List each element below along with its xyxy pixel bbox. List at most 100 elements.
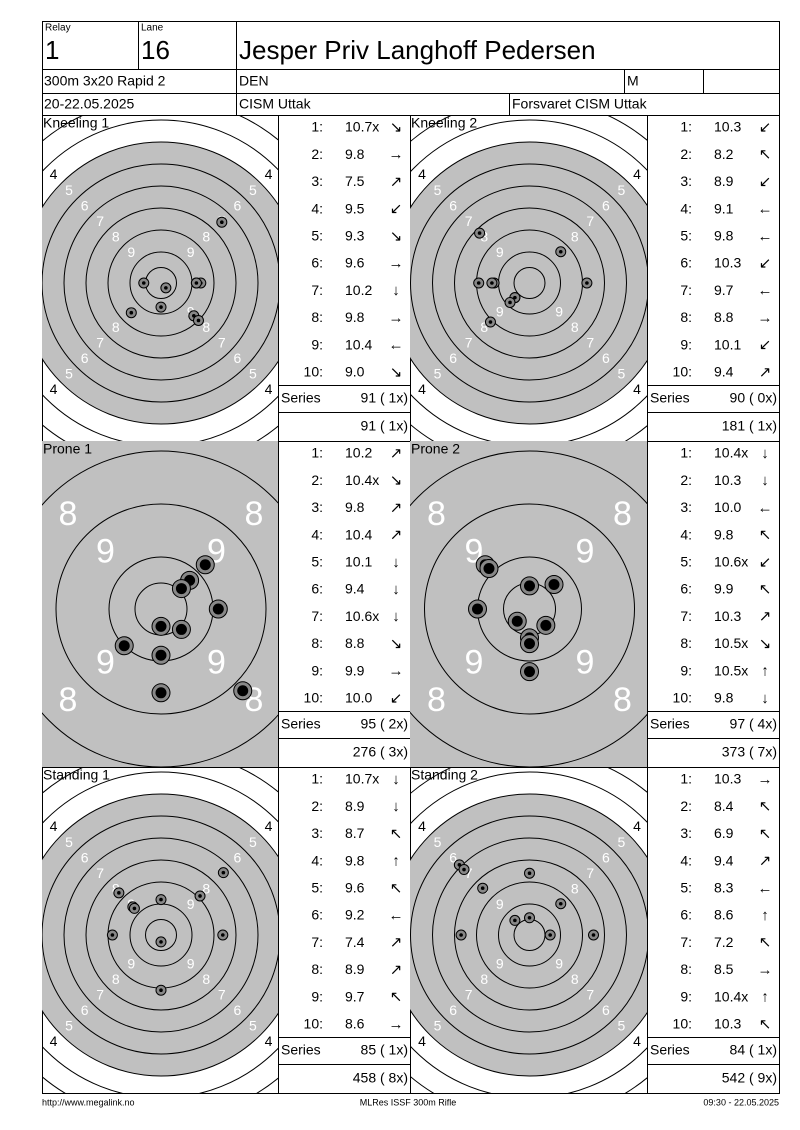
shot-center bbox=[221, 870, 226, 875]
shot-direction: ↗ bbox=[390, 527, 403, 544]
shot-center bbox=[490, 281, 494, 285]
ring-label: 8 bbox=[112, 228, 120, 244]
ring-label: 9 bbox=[127, 244, 135, 260]
ring-label: 9 bbox=[555, 303, 563, 319]
shot-score: 9.9 bbox=[714, 581, 734, 597]
ring-label: 6 bbox=[233, 350, 241, 366]
ring-label: 4 bbox=[50, 1033, 58, 1049]
shot-score: 9.8 bbox=[714, 228, 734, 244]
shot-score: 7.4 bbox=[345, 934, 365, 950]
inner-ten bbox=[145, 919, 177, 951]
shot-score: 9.8 bbox=[345, 499, 365, 515]
ring-label: 5 bbox=[618, 366, 626, 382]
shot-direction: ← bbox=[758, 228, 773, 245]
event: 300m 3x20 Rapid 2 bbox=[44, 73, 166, 89]
shot-number: 1: bbox=[680, 445, 692, 461]
shot-number: 5: bbox=[680, 554, 692, 570]
ring bbox=[476, 881, 583, 989]
shot-number: 4: bbox=[680, 526, 692, 542]
shot-score: 8.9 bbox=[345, 961, 365, 977]
shot-number: 6: bbox=[311, 255, 323, 271]
shot-direction: ↙ bbox=[390, 690, 403, 707]
ring-label: 9 bbox=[96, 532, 115, 570]
ring-label: 5 bbox=[249, 834, 257, 850]
ring-label: 5 bbox=[434, 834, 442, 850]
ring-label: 5 bbox=[249, 182, 257, 198]
target: 444455556666777788889999 bbox=[410, 767, 647, 1093]
ring-label: 9 bbox=[576, 643, 595, 681]
shot-direction: ↑ bbox=[392, 853, 400, 870]
shot-direction: ↘ bbox=[390, 472, 403, 489]
ring-label: 8 bbox=[571, 228, 579, 244]
shot-score: 10.2 bbox=[345, 282, 372, 298]
shot-score: 7.2 bbox=[714, 934, 734, 950]
ring-label: 6 bbox=[233, 1002, 241, 1018]
target-background bbox=[42, 441, 278, 767]
ring-label: 7 bbox=[96, 213, 104, 229]
shot-center bbox=[159, 305, 163, 309]
shot-number: 2: bbox=[680, 146, 692, 162]
shot-score: 10.4 bbox=[345, 526, 372, 542]
ring-label: 5 bbox=[249, 1018, 257, 1034]
shot-direction: → bbox=[389, 255, 404, 272]
ring bbox=[42, 771, 278, 1093]
shot-score: 10.3 bbox=[714, 1016, 741, 1032]
shot-score: 9.7 bbox=[345, 988, 365, 1004]
ring-label: 6 bbox=[602, 197, 610, 213]
shot-score: 9.3 bbox=[345, 228, 365, 244]
shot-center bbox=[591, 933, 596, 937]
shot-direction: ↙ bbox=[759, 119, 772, 136]
ring bbox=[454, 859, 605, 1011]
series-score: 84 ( 1x) bbox=[730, 1042, 777, 1058]
target-background bbox=[42, 142, 278, 424]
shot-center bbox=[524, 580, 535, 592]
series-score: 85 ( 1x) bbox=[361, 1042, 408, 1058]
panel-title: Prone 2 bbox=[411, 441, 460, 457]
panel-title: Kneeling 2 bbox=[411, 115, 477, 131]
total-score: 458 ( 8x) bbox=[353, 1070, 408, 1086]
shot-direction: ↙ bbox=[759, 173, 772, 190]
ring-label: 7 bbox=[586, 987, 594, 1003]
ring-label: 6 bbox=[602, 849, 610, 865]
shot-number: 2: bbox=[311, 798, 323, 814]
shot-number: 4: bbox=[680, 200, 692, 216]
shot-center bbox=[237, 685, 249, 697]
shot-direction: ↗ bbox=[390, 934, 403, 951]
target: 8 88 89 99 9 bbox=[42, 441, 278, 767]
shot-direction: ↖ bbox=[390, 880, 403, 897]
shot-center bbox=[480, 886, 485, 890]
competition: CISM Uttak bbox=[239, 96, 312, 112]
ring-label: 8 bbox=[480, 228, 488, 244]
shot-center bbox=[558, 249, 563, 254]
total-score: 373 ( 7x) bbox=[722, 744, 777, 760]
ring bbox=[424, 503, 635, 715]
shot-direction: ↓ bbox=[392, 554, 400, 571]
shot-score: 10.4 bbox=[345, 336, 372, 352]
shot-score: 10.3 bbox=[714, 119, 741, 135]
shot-number: 5: bbox=[680, 880, 692, 896]
shot-score: 10.2 bbox=[345, 445, 372, 461]
shot-score: 9.8 bbox=[345, 146, 365, 162]
ring bbox=[432, 837, 627, 1033]
ring-label: 6 bbox=[233, 197, 241, 213]
ring bbox=[410, 771, 647, 1093]
shot-score: 8.8 bbox=[345, 635, 365, 651]
shot-score: 10.3 bbox=[714, 771, 741, 787]
ring-label: 9 bbox=[496, 955, 504, 971]
target: 444455556666777788889999 bbox=[42, 767, 278, 1093]
shot-direction: ↘ bbox=[390, 119, 403, 136]
shot-direction: ↖ bbox=[759, 146, 772, 163]
total-score: 542 ( 9x) bbox=[722, 1070, 777, 1086]
series-score: 90 ( 0x) bbox=[730, 390, 777, 406]
shot-number: 9: bbox=[680, 336, 692, 352]
shot-number: 2: bbox=[680, 798, 692, 814]
ring bbox=[454, 207, 605, 359]
shot-number: 4: bbox=[680, 852, 692, 868]
shot-center bbox=[129, 310, 134, 315]
shot-score: 8.6 bbox=[345, 1016, 365, 1032]
shot-center bbox=[488, 320, 493, 324]
ring-label: 7 bbox=[465, 213, 473, 229]
shot-direction: ↖ bbox=[390, 825, 403, 842]
shot-number: 4: bbox=[311, 852, 323, 868]
ring-label: 4 bbox=[633, 1033, 641, 1049]
